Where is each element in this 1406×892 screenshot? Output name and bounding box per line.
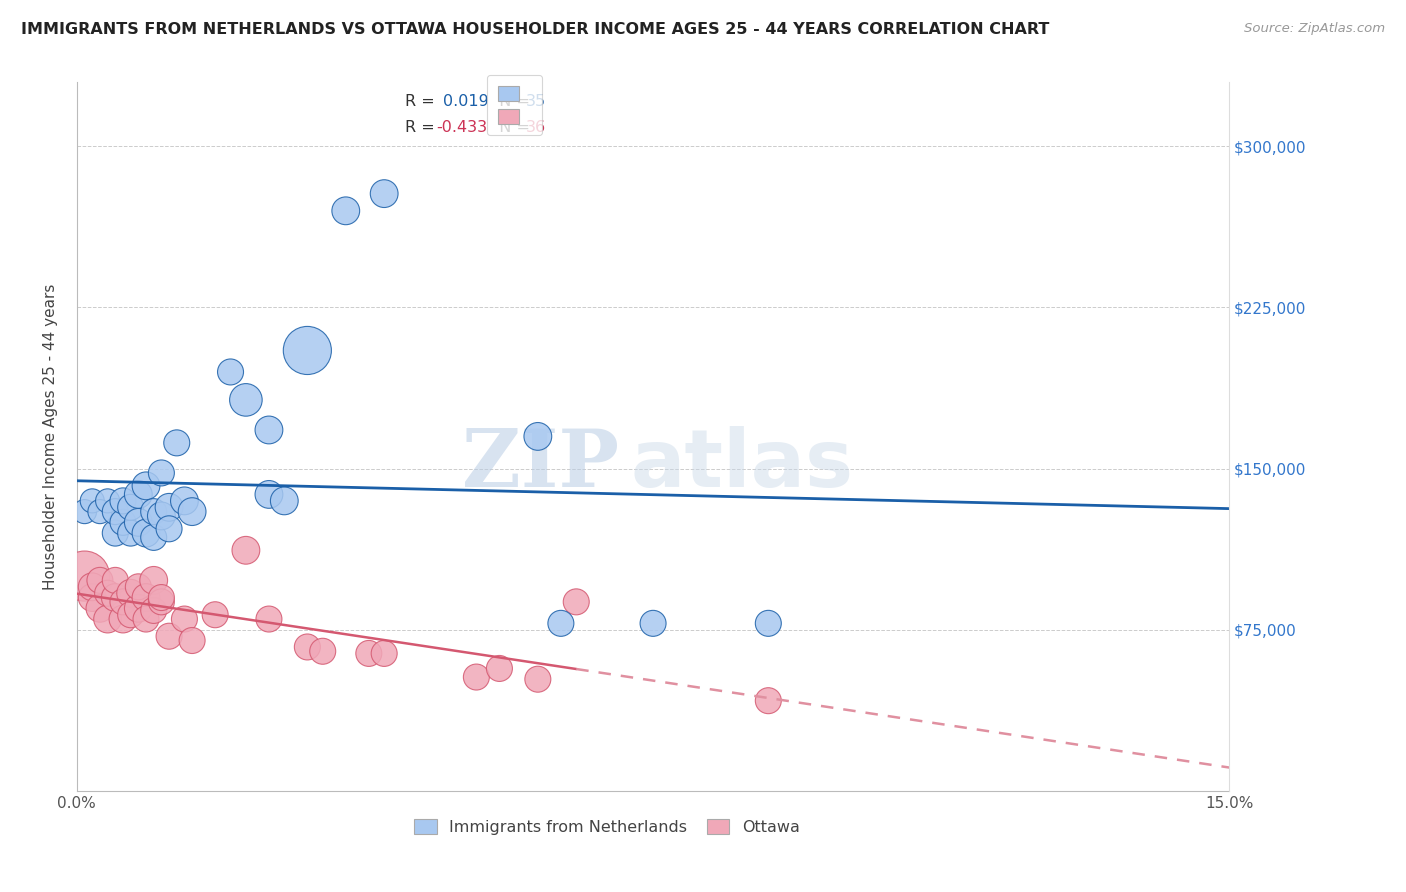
Point xyxy=(157,500,180,515)
Text: 36: 36 xyxy=(526,120,547,136)
Text: IMMIGRANTS FROM NETHERLANDS VS OTTAWA HOUSEHOLDER INCOME AGES 25 - 44 YEARS CORR: IMMIGRANTS FROM NETHERLANDS VS OTTAWA HO… xyxy=(21,22,1049,37)
Text: Source: ZipAtlas.com: Source: ZipAtlas.com xyxy=(1244,22,1385,36)
Point xyxy=(89,505,111,519)
Point xyxy=(756,616,779,631)
Point xyxy=(127,580,149,594)
Text: R =: R = xyxy=(405,95,446,109)
Point xyxy=(97,586,120,600)
Point xyxy=(157,629,180,643)
Text: R =: R = xyxy=(405,120,440,136)
Point xyxy=(104,591,127,605)
Point xyxy=(142,505,165,519)
Point xyxy=(312,644,335,658)
Point xyxy=(89,574,111,588)
Text: N =: N = xyxy=(489,95,536,109)
Point xyxy=(97,494,120,508)
Point xyxy=(173,612,195,626)
Point xyxy=(181,505,204,519)
Point xyxy=(142,574,165,588)
Point xyxy=(135,479,157,493)
Point xyxy=(127,601,149,615)
Point xyxy=(465,670,488,684)
Y-axis label: Householder Income Ages 25 - 44 years: Householder Income Ages 25 - 44 years xyxy=(44,284,58,590)
Point xyxy=(111,612,134,626)
Point xyxy=(173,494,195,508)
Point xyxy=(166,435,188,450)
Point xyxy=(120,607,142,622)
Point xyxy=(157,522,180,536)
Point xyxy=(257,612,280,626)
Point xyxy=(297,343,319,358)
Point xyxy=(641,616,664,631)
Point xyxy=(135,612,157,626)
Point xyxy=(150,466,173,480)
Point xyxy=(127,516,149,530)
Text: -0.433: -0.433 xyxy=(436,120,488,136)
Point xyxy=(219,365,242,379)
Point xyxy=(104,505,127,519)
Point xyxy=(73,569,96,583)
Point xyxy=(120,586,142,600)
Point xyxy=(373,186,395,201)
Point xyxy=(235,543,257,558)
Point xyxy=(142,530,165,544)
Point xyxy=(373,647,395,661)
Point xyxy=(82,580,104,594)
Point xyxy=(111,494,134,508)
Point xyxy=(82,591,104,605)
Point xyxy=(142,603,165,617)
Point xyxy=(550,616,572,631)
Point xyxy=(135,591,157,605)
Point xyxy=(73,505,96,519)
Point xyxy=(273,494,295,508)
Legend: Immigrants from Netherlands, Ottawa: Immigrants from Netherlands, Ottawa xyxy=(406,811,807,843)
Point xyxy=(89,601,111,615)
Point xyxy=(127,487,149,501)
Point xyxy=(488,661,510,675)
Point xyxy=(756,694,779,708)
Point xyxy=(335,203,357,218)
Text: N =: N = xyxy=(489,120,536,136)
Point xyxy=(527,429,550,443)
Point xyxy=(150,508,173,523)
Point xyxy=(111,516,134,530)
Point xyxy=(297,640,319,654)
Point xyxy=(120,500,142,515)
Point xyxy=(120,526,142,541)
Point xyxy=(181,633,204,648)
Point xyxy=(135,526,157,541)
Point xyxy=(111,595,134,609)
Point xyxy=(104,526,127,541)
Point xyxy=(97,612,120,626)
Text: 35: 35 xyxy=(526,95,547,109)
Point xyxy=(82,494,104,508)
Point xyxy=(257,487,280,501)
Text: ZIP: ZIP xyxy=(461,425,619,504)
Point xyxy=(150,595,173,609)
Point xyxy=(150,591,173,605)
Point xyxy=(104,574,127,588)
Point xyxy=(565,595,588,609)
Point xyxy=(235,392,257,407)
Point xyxy=(204,607,226,622)
Text: atlas: atlas xyxy=(630,425,853,504)
Point xyxy=(357,647,380,661)
Point xyxy=(527,672,550,686)
Point xyxy=(257,423,280,437)
Text: 0.019: 0.019 xyxy=(443,95,489,109)
